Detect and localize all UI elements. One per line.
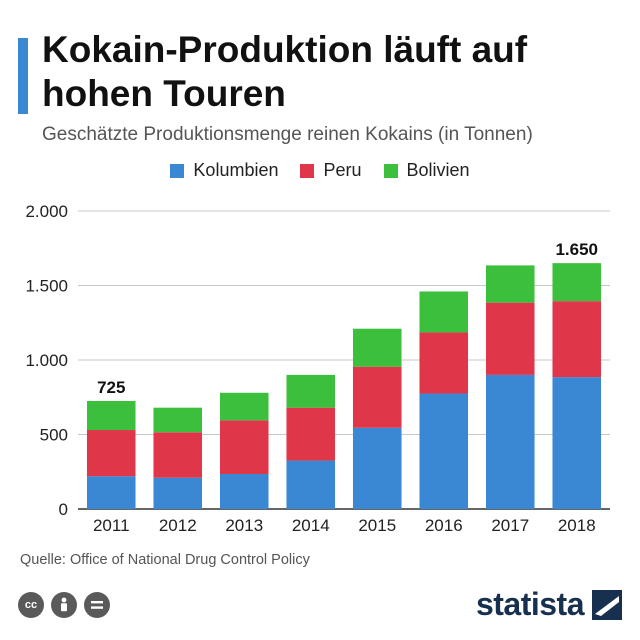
x-tick-label: 2014 — [292, 516, 330, 535]
bar-bolivien-2013 — [219, 392, 269, 421]
bar-peru-2014 — [286, 407, 336, 461]
y-tick-label: 500 — [40, 426, 68, 445]
bar-peru-2013 — [219, 420, 269, 474]
bar-kolumbien-2017 — [485, 374, 535, 509]
legend-swatch-kolumbien — [170, 163, 185, 178]
y-tick-label: 1.000 — [25, 351, 68, 370]
bar-bolivien-2016 — [419, 291, 469, 333]
statista-brand[interactable]: statista — [476, 586, 622, 623]
bar-bolivien-2011 — [86, 400, 136, 431]
legend-item-peru: Peru — [300, 160, 362, 181]
bar-peru-2017 — [485, 302, 535, 375]
bar-bolivien-2014 — [286, 374, 336, 408]
y-tick-label: 1.500 — [25, 277, 68, 296]
bar-kolumbien-2012 — [153, 477, 203, 509]
bar-peru-2015 — [352, 366, 402, 428]
legend-label-kolumbien: Kolumbien — [193, 160, 279, 180]
legend-label-bolivien: Bolivien — [406, 160, 470, 180]
x-tick-label: 2015 — [358, 516, 396, 535]
bar-kolumbien-2018 — [552, 377, 602, 509]
bar-peru-2016 — [419, 332, 469, 394]
x-tick-label: 2017 — [491, 516, 529, 535]
statista-logo-icon — [592, 589, 622, 620]
legend-swatch-bolivien — [383, 163, 398, 178]
x-tick-label: 2013 — [225, 516, 263, 535]
y-tick-label: 0 — [59, 500, 68, 519]
chart-title: Kokain-Produktion läuft auf hohen Touren — [42, 29, 528, 114]
equals-icon[interactable] — [84, 592, 110, 618]
bar-peru-2018 — [552, 301, 602, 378]
legend: Kolumbien Peru Bolivien — [0, 160, 640, 181]
bar-bolivien-2018 — [552, 263, 602, 302]
license-icons: cc — [18, 592, 110, 618]
bar-kolumbien-2014 — [286, 460, 336, 509]
bar-kolumbien-2013 — [219, 473, 269, 509]
x-tick-label: 2018 — [558, 516, 596, 535]
bar-kolumbien-2011 — [86, 476, 136, 509]
legend-label-peru: Peru — [323, 160, 362, 180]
source-note: Quelle: Office of National Drug Control … — [20, 552, 310, 568]
x-tick-label: 2012 — [159, 516, 197, 535]
brand-name: statista — [475, 586, 585, 622]
bar-peru-2012 — [153, 432, 203, 478]
person-icon[interactable] — [51, 592, 77, 618]
x-tick-label: 2011 — [93, 516, 130, 535]
x-tick-label: 2016 — [425, 516, 463, 535]
total-data-label: 725 — [97, 378, 125, 397]
chart-subtitle: Geschätzte Produktionsmenge reinen Kokai… — [42, 124, 533, 145]
bar-bolivien-2015 — [352, 328, 402, 367]
bar-kolumbien-2015 — [352, 427, 402, 509]
bar-bolivien-2017 — [485, 265, 535, 303]
legend-item-bolivien: Bolivien — [383, 160, 470, 181]
bar-bolivien-2012 — [153, 407, 203, 433]
legend-swatch-peru — [300, 163, 315, 178]
bar-peru-2011 — [86, 430, 136, 477]
title-accent-bar — [18, 38, 28, 114]
cc-icon[interactable]: cc — [18, 592, 44, 618]
total-data-label: 1.650 — [555, 240, 598, 259]
bar-kolumbien-2016 — [419, 393, 469, 509]
y-tick-label: 2.000 — [25, 202, 68, 221]
legend-item-kolumbien: Kolumbien — [170, 160, 278, 181]
